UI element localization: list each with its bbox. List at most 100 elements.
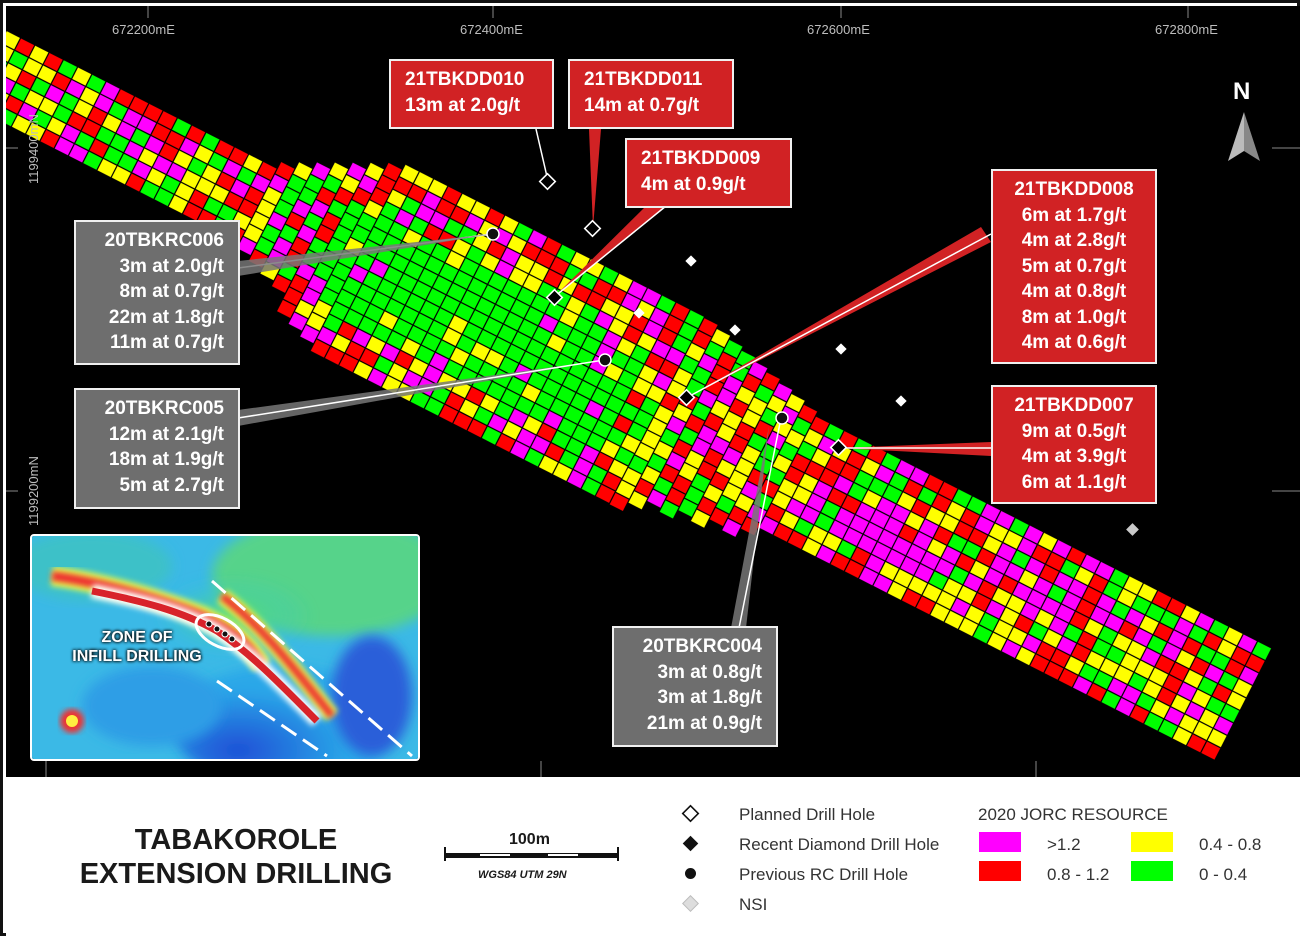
rc-hole-20TBKRC005[interactable] <box>598 353 612 367</box>
resource-block <box>1184 701 1206 721</box>
resource-block <box>243 223 264 244</box>
planned-hole-marker[interactable] <box>835 343 847 355</box>
resource-block <box>228 146 249 167</box>
resource-block <box>773 523 794 543</box>
planned-hole-marker[interactable] <box>685 255 697 267</box>
resource-block <box>325 274 346 294</box>
resource-block <box>1232 678 1253 698</box>
resource-block <box>765 466 786 486</box>
resource-block <box>345 340 366 361</box>
resource-block <box>392 318 413 338</box>
resource-block <box>933 526 954 546</box>
resource-block <box>1115 697 1136 717</box>
planned-hole-21TBKDD009[interactable] <box>545 288 564 307</box>
resource-block <box>560 340 581 361</box>
resource-block <box>267 211 288 231</box>
resource-block <box>640 429 662 450</box>
resource-block <box>364 303 385 323</box>
resource-block <box>481 426 502 446</box>
callout-intercept: 4m at 0.9g/t <box>641 173 746 195</box>
planned-hole-marker[interactable] <box>729 324 741 336</box>
resource-block <box>484 207 505 228</box>
resource-block <box>785 498 806 518</box>
resource-block <box>38 97 59 117</box>
resource-block <box>659 464 680 484</box>
callout-intercept: 4m at 0.8g/t <box>1021 281 1127 302</box>
resource-block <box>872 573 893 594</box>
resource-block <box>677 498 699 518</box>
resource-block <box>386 189 407 209</box>
resource-block <box>864 554 886 574</box>
resource-block <box>410 389 431 409</box>
resource-block <box>963 572 984 593</box>
planned-hole-21TBKDD011[interactable] <box>583 219 602 238</box>
resource-block <box>971 592 992 612</box>
planned-hole-marker[interactable] <box>633 307 645 319</box>
scale-bar-projection: WGS84 UTM 29N <box>478 869 567 881</box>
resource-block <box>627 280 648 300</box>
map-canvas <box>6 6 1300 777</box>
resource-block <box>593 310 615 330</box>
resource-block <box>452 411 473 431</box>
resource-block <box>772 454 793 474</box>
rc-hole-20TBKRC006[interactable] <box>486 227 500 241</box>
resource-block <box>844 559 865 579</box>
legend-class-label: 0 - 0.4 <box>1199 865 1248 884</box>
planned-hole-21TBKDD008[interactable] <box>677 388 696 407</box>
planned-hole-marker[interactable] <box>895 395 907 407</box>
resource-block <box>278 224 299 244</box>
resource-block <box>778 441 799 461</box>
resource-block <box>950 597 971 617</box>
resource-block <box>427 178 448 198</box>
resource-block <box>841 494 862 515</box>
resource-block <box>558 449 580 470</box>
resource-block <box>536 422 557 443</box>
rc-hole-20TBKRC004[interactable] <box>775 411 789 425</box>
resource-block <box>506 234 527 255</box>
resource-block <box>611 382 632 402</box>
resource-block <box>869 509 890 529</box>
resource-block <box>703 412 724 432</box>
resource-block <box>262 186 283 206</box>
resource-block <box>1145 602 1166 623</box>
resource-block <box>898 524 919 544</box>
resource-block <box>352 360 374 380</box>
figure-title-line1: TABAKOROLE <box>134 824 338 856</box>
resource-block <box>1034 609 1055 629</box>
resource-block <box>586 290 607 311</box>
resource-block <box>644 352 665 372</box>
resource-block <box>1072 675 1093 695</box>
resource-block <box>188 189 209 209</box>
resource-block <box>494 259 515 279</box>
planned-hole-21TBKDD010[interactable] <box>538 172 557 191</box>
resource-block <box>299 324 320 344</box>
resource-block <box>271 274 292 294</box>
resource-block <box>411 280 432 300</box>
resource-block <box>419 300 440 320</box>
resource-block <box>368 258 390 279</box>
resource-block <box>1224 658 1245 679</box>
planned-hole-21TBKDD007[interactable] <box>829 438 848 457</box>
resource-block <box>82 151 103 171</box>
resource-block <box>546 333 567 353</box>
resource-block <box>1015 646 1036 666</box>
resource-block <box>312 299 333 319</box>
resource-block <box>1197 676 1218 696</box>
callout-title: 21TBKDD007 <box>1014 395 1134 416</box>
resource-block <box>456 334 477 354</box>
resource-block <box>691 330 712 350</box>
resource-block <box>884 516 905 536</box>
resource-block <box>1139 615 1160 635</box>
resource-block <box>563 263 584 284</box>
resource-block <box>936 590 957 610</box>
resource-block <box>696 496 717 516</box>
resource-block <box>460 289 481 310</box>
resource-block <box>624 357 645 377</box>
resource-block <box>1089 606 1111 626</box>
resource-block <box>1150 699 1171 719</box>
resource-block <box>822 532 843 552</box>
resource-block <box>68 143 89 164</box>
nsi-hole-marker[interactable] <box>1126 523 1139 536</box>
resource-block <box>678 426 699 446</box>
resource-block <box>847 482 868 502</box>
